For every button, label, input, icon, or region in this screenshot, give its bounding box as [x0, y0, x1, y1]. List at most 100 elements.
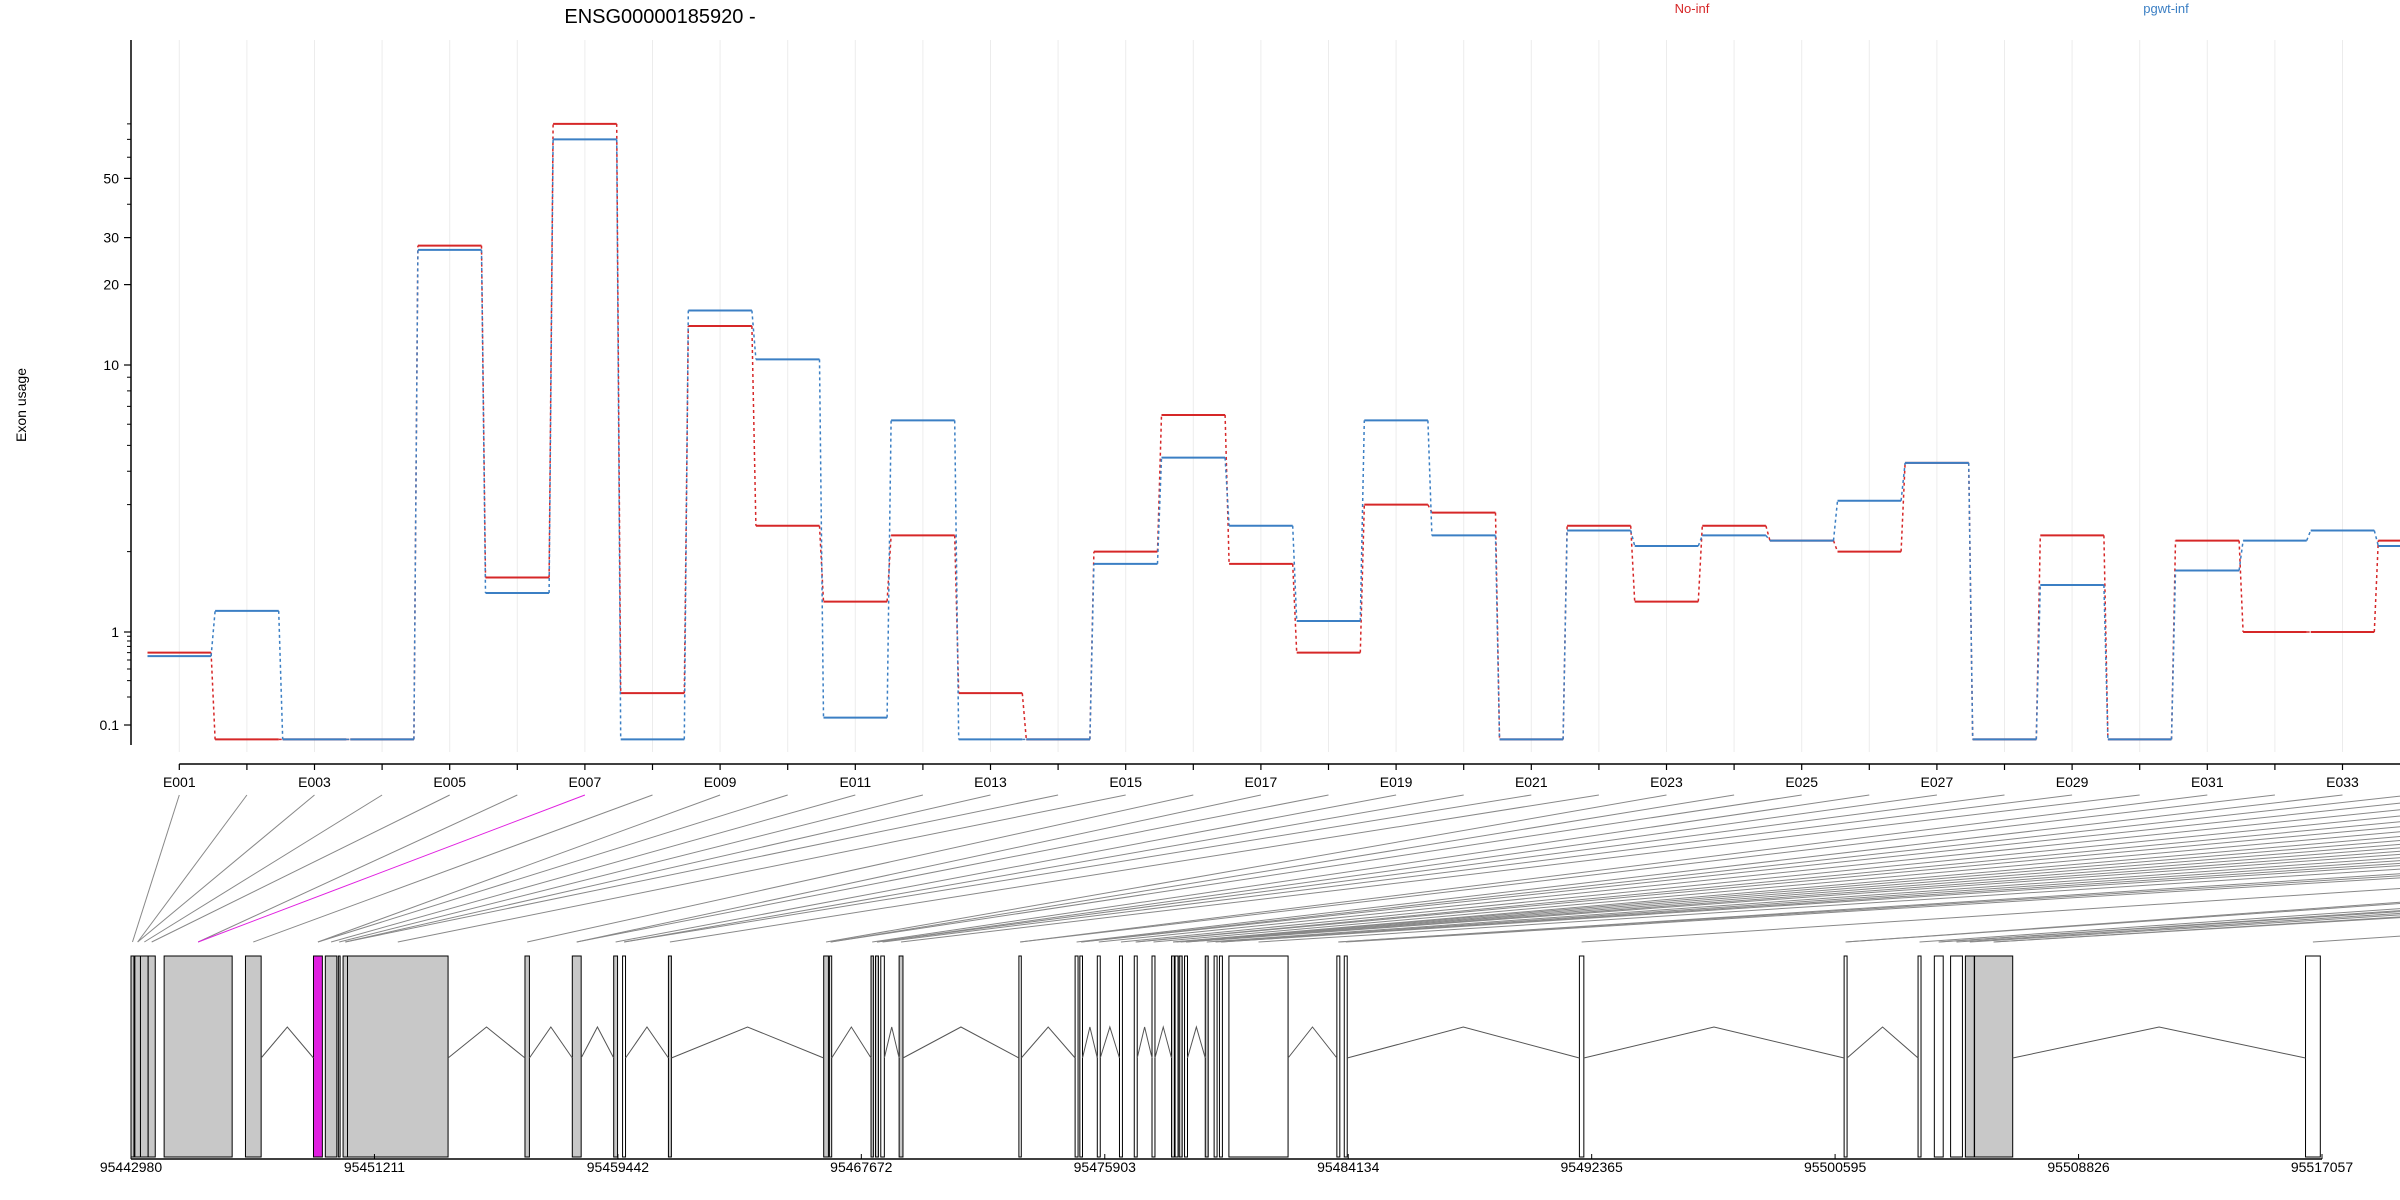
series-1 [147, 138, 2400, 741]
series-connector [1697, 535, 1704, 547]
series-layer [147, 122, 2400, 741]
series-connector [1291, 563, 1298, 653]
x-tick-label: E005 [433, 774, 466, 790]
exon-connector [1345, 877, 2400, 943]
exon-block [1079, 955, 1084, 1158]
exon-connector [900, 794, 2140, 943]
exon-block [1096, 955, 1101, 1158]
exon-block [1343, 955, 1348, 1158]
exon-connector [137, 794, 315, 943]
exon-block [1018, 955, 1022, 1158]
intron-line [1846, 1026, 1919, 1059]
exon-connector [830, 794, 1735, 943]
series-connector [1967, 462, 1974, 740]
exon-block [1204, 955, 1209, 1158]
exon-connector [1185, 853, 2400, 943]
x-tick-label: E001 [163, 774, 196, 790]
exon-connector [1938, 910, 2400, 943]
exon-connector [1206, 857, 2400, 943]
series-connector [751, 310, 757, 360]
series-connector [1089, 551, 1095, 740]
genomic-tick-label: 95442980 [100, 1159, 163, 1175]
series-connector [1697, 525, 1704, 602]
y-tick-label: 50 [103, 170, 119, 186]
series-connector [615, 139, 622, 740]
genomic-tick-label: 95517057 [2291, 1159, 2354, 1175]
intron-line [580, 1025, 615, 1059]
exon-block [898, 955, 904, 1158]
exon-connector [1020, 794, 2208, 943]
exon-block [342, 955, 349, 1158]
exon-connector [1120, 815, 2400, 943]
exon-block [880, 955, 885, 1158]
exon-connector [197, 794, 586, 943]
x-tick-label: E029 [2056, 774, 2089, 790]
intron-line [883, 1026, 900, 1059]
exon-connector [1338, 873, 2400, 943]
exon-connector [1135, 821, 2400, 943]
connector-layer [132, 794, 2400, 943]
x-tick-label: E031 [2191, 774, 2224, 790]
x-tick-label: E015 [1109, 774, 1142, 790]
series-connector [1156, 414, 1163, 552]
exon-block [163, 955, 233, 1158]
intron-line [1154, 1025, 1173, 1059]
exon-block [1118, 955, 1123, 1158]
chart-title: ENSG00000185920 - [564, 6, 755, 28]
exon-connector [317, 794, 788, 943]
exon-block [324, 955, 338, 1158]
series-connector [2170, 570, 2177, 740]
series-connector [1629, 525, 1636, 602]
genomic-tick-label: 95451211 [344, 1159, 405, 1175]
exon-block [1178, 955, 1183, 1158]
exon-connector [825, 794, 1667, 943]
series-connector [1427, 420, 1433, 536]
exon-connector [137, 794, 248, 943]
series-connector [1562, 530, 1568, 740]
exon-block [571, 955, 582, 1158]
exon-connector [1956, 912, 2400, 943]
exon-connector [1215, 860, 2400, 943]
exon-block [1917, 955, 1922, 1158]
genomic-tick-label: 95459442 [587, 1159, 650, 1175]
series-connector [210, 652, 216, 740]
exon-block [347, 955, 449, 1158]
series-connector [2306, 530, 2312, 541]
exon-block [1174, 955, 1179, 1158]
y-tick-label: 30 [103, 230, 119, 246]
exon-block [1974, 955, 2014, 1158]
exon-connector [317, 794, 721, 943]
x-tick-label: E021 [1515, 774, 1548, 790]
intron-line [831, 1026, 872, 1059]
exon-block [870, 955, 874, 1158]
exon-connector [576, 794, 1329, 943]
x-tick-label: E027 [1921, 774, 1954, 790]
genomic-tick-label: 95508826 [2047, 1159, 2110, 1175]
series-connector [1629, 530, 1636, 547]
genomic-axis-layer: 95442980 95451211 95459442 95467672 95475903… [100, 1154, 2354, 1175]
series-connector [277, 610, 284, 740]
exon-block [1213, 955, 1218, 1158]
exon-connector [345, 794, 991, 943]
exon-connector [527, 794, 1194, 943]
x-tick-label: E033 [2326, 774, 2359, 790]
exon-block [1964, 955, 1975, 1158]
exon-block [1171, 955, 1175, 1158]
exon-block [1843, 955, 1848, 1158]
exon-connector [339, 794, 924, 943]
exon-connector [1220, 862, 2400, 943]
exon-block [1151, 955, 1156, 1158]
intron-line [1020, 1026, 1076, 1059]
series-connector [1494, 535, 1501, 740]
exon-connector [1172, 836, 2400, 943]
intron-line [2012, 1026, 2306, 1059]
series-connector [548, 123, 554, 578]
series-connector [1900, 462, 1906, 552]
exon-connector [623, 794, 1464, 943]
exon-block [667, 955, 672, 1158]
exon-block [139, 955, 149, 1158]
exon-connector [1220, 865, 2400, 943]
intron-line [1583, 1026, 1845, 1059]
series-connector [1765, 534, 1771, 542]
